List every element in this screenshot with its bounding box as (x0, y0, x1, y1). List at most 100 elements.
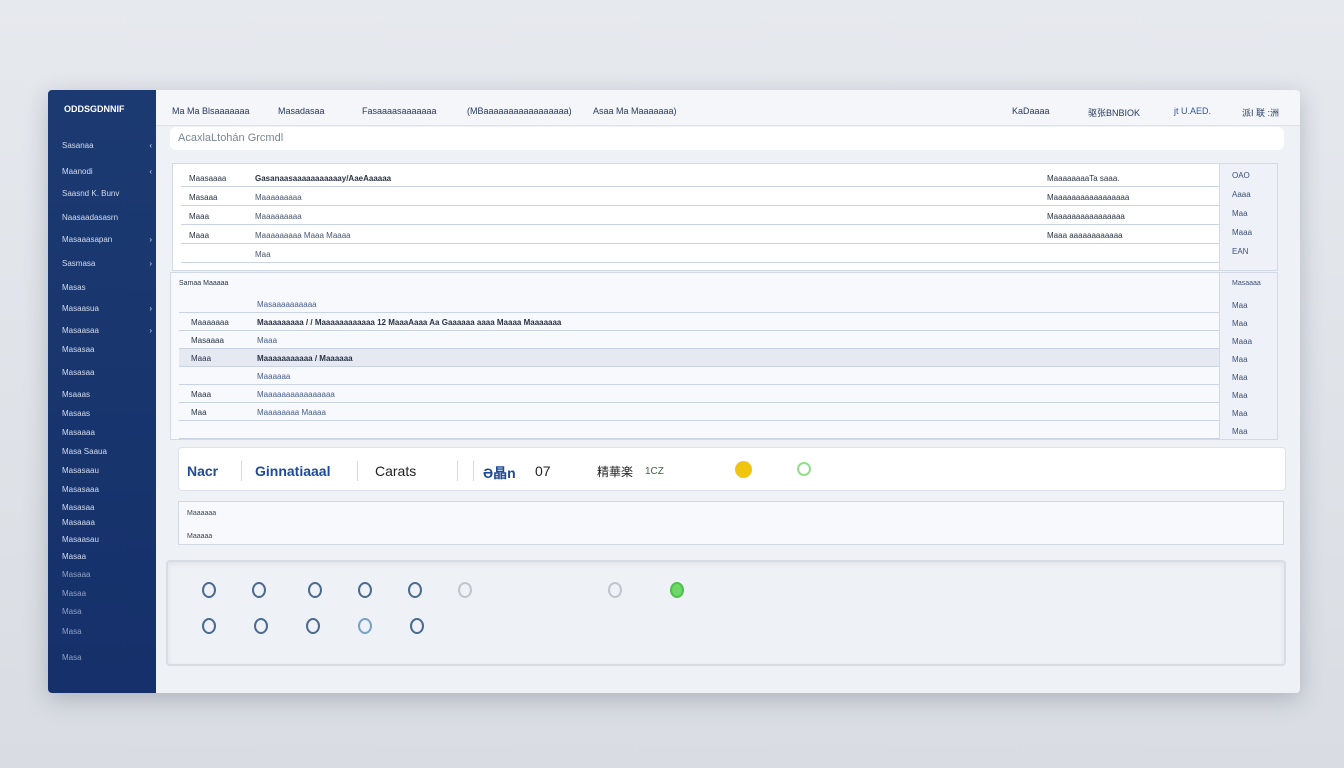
sidebar-item[interactable]: Maanodi ‹ (62, 167, 152, 176)
pin-icon[interactable] (608, 582, 622, 598)
sidebar-item[interactable]: Masa (62, 627, 152, 636)
cell-name: Masaaaa (191, 336, 224, 345)
sidebar-item[interactable]: Masa (62, 653, 152, 662)
sidebar-item[interactable]: Msaaas (62, 390, 152, 399)
table-row[interactable]: Masaaaa Maaa (179, 331, 1219, 349)
cell-value[interactable]: Maa (1232, 355, 1248, 364)
bug-icon[interactable] (308, 582, 322, 598)
sidebar-item[interactable]: Masasaau (62, 466, 152, 475)
nav-right-item[interactable]: jt U.AED. (1174, 106, 1212, 116)
sidebar-item[interactable]: Masasaa (62, 345, 152, 354)
leaf-icon[interactable] (358, 582, 372, 598)
status-green-icon[interactable] (797, 462, 811, 476)
toolbar-item[interactable]: 精華楽 (597, 465, 634, 479)
table-row[interactable]: Maaa Maaaaaaaaa Maaa Maaaa Maaa aaaaaaaaaa… (181, 226, 1219, 244)
cell-desc: Maaa (257, 336, 278, 345)
cell-value[interactable]: OAO (1232, 171, 1250, 180)
shield-icon[interactable] (458, 582, 472, 598)
toolbar-item[interactable]: Ə晶n (483, 465, 516, 481)
sidebar-item[interactable]: Masaa (62, 552, 152, 561)
cell-value[interactable]: Maa (1232, 409, 1248, 418)
cell-name: Maaa (191, 354, 212, 363)
table-row[interactable]: Maaa Maaaaaaaaaaaaaaaa (179, 385, 1219, 403)
sidebar-item[interactable]: Masasaa (62, 503, 152, 512)
table-row[interactable]: Masaaaaaaaaaa (179, 295, 1219, 313)
sidebar-item[interactable]: Naasaadasasrn (62, 213, 152, 222)
nav-right-item[interactable]: KaDaaaa (1012, 106, 1050, 116)
earth-icon[interactable] (408, 582, 422, 598)
nav-item[interactable]: Ma Ma Blsaaaaaaa (172, 106, 250, 116)
cell-value[interactable]: Maa (1232, 209, 1248, 218)
info-panel: Maaaaaa Maaaaa (178, 501, 1284, 545)
location-pin-icon[interactable] (202, 618, 216, 634)
sidebar-item[interactable]: Masa Saaua (62, 447, 152, 456)
chevron-icon: › (149, 259, 152, 268)
nav-right-item[interactable]: 驱张BNBIOK (1088, 108, 1141, 118)
sidebar-item[interactable]: Masaa (62, 589, 152, 598)
table-row[interactable]: Maaa Maaaaaaaaa Maaaaaaaaaaaaaaaa (181, 207, 1219, 225)
sidebar-item[interactable]: Sasanaa ‹ (62, 141, 152, 150)
sidebar-item[interactable]: Masaaasapan › (62, 235, 152, 244)
sidebar-item[interactable]: Saasnd K. Bunv (62, 189, 152, 198)
divider (241, 461, 242, 481)
cell-desc: Maaaaaaaaaaaaaaaa (257, 390, 335, 399)
nav-right-item[interactable]: 派I 联 :洲 (1242, 108, 1280, 118)
table-row[interactable]: Maasaaaa Gasanaasaaaaaaaaaaay/AaeAaaaaa Ma… (181, 169, 1219, 187)
toolbar-item[interactable]: 07 (535, 463, 551, 479)
toolbar-item[interactable]: 1CZ (645, 466, 664, 477)
nav-item[interactable]: Fasaaaasaaaaaaa (362, 106, 437, 116)
cell-value[interactable]: Maa (1232, 373, 1248, 382)
cell-value[interactable]: Aaaa (1232, 190, 1251, 199)
sidebar-item[interactable]: Masaaaa (62, 518, 152, 527)
spiral-icon[interactable] (254, 618, 268, 634)
tree-icon[interactable] (306, 618, 320, 634)
table-row[interactable]: Masaaa Maaaaaaaaa Maaaaaaaaaaaaaaaaa (181, 188, 1219, 206)
toolbar-item[interactable]: Carats (375, 463, 417, 479)
egg-icon[interactable] (252, 582, 266, 598)
toolbar-item[interactable]: Nacr (187, 463, 219, 479)
sidebar-item-label: Masas (62, 283, 86, 292)
toolbar-item[interactable]: Ginnatiaaal (255, 463, 331, 479)
sidebar-item[interactable]: Masaas (62, 409, 152, 418)
sidebar-item[interactable]: Masaasua › (62, 304, 152, 313)
cell-value[interactable]: Maaa (1232, 228, 1253, 237)
cell-name: Maa (191, 408, 207, 417)
cell-value[interactable]: Maa (1232, 391, 1248, 400)
sidebar-item[interactable]: Masaaaa (62, 428, 152, 437)
cell-desc: Maaaaaaaaa (255, 193, 302, 202)
nav-item[interactable]: (MBaaaaaaaaaaaaaaaaa) (467, 106, 572, 116)
table-row[interactable]: Maa Maaaaaaaa Maaaa (179, 403, 1219, 421)
sidebar-item[interactable]: Masasaaa (62, 485, 152, 494)
cell-value[interactable]: Maa (1232, 427, 1248, 436)
flower-icon[interactable] (358, 618, 372, 634)
cell-value[interactable]: Maaa (1232, 337, 1253, 346)
sidebar-item[interactable]: Masaasaa › (62, 326, 152, 335)
sidebar-item[interactable]: Masas (62, 283, 152, 292)
sidebar-item[interactable]: Masasaa (62, 368, 152, 377)
cell-value[interactable]: EAN (1232, 247, 1249, 256)
table-row[interactable]: Maaaaaaa Maaaaaaaaa / / Maaaaaaaaaaaa 12 … (179, 313, 1219, 331)
brand-logo: ODDSGDNNIF (64, 104, 125, 114)
nav-item[interactable]: Masadasaa (278, 106, 325, 116)
sidebar-item[interactable]: Sasmasa › (62, 259, 152, 268)
cell-value[interactable]: Maa (1232, 319, 1248, 328)
status-yellow-icon[interactable] (735, 461, 752, 478)
search-input[interactable]: AcaxlaLtohán Grcmdl (170, 127, 1284, 150)
globe-icon[interactable] (202, 582, 216, 598)
chevron-icon: › (149, 235, 152, 244)
nav-item[interactable]: Asaa Ma Maaaaaaa) (593, 106, 677, 116)
table-row[interactable]: Maa (181, 245, 1219, 263)
sidebar-item[interactable]: Masaaa (62, 570, 152, 579)
sidebar-item[interactable]: Masa (62, 607, 152, 616)
world-icon[interactable] (410, 618, 424, 634)
cell-value[interactable]: Maa (1232, 301, 1248, 310)
sidebar-item-label: Maanodi (62, 167, 93, 176)
check-circle-icon[interactable] (670, 582, 684, 598)
sidebar-item-label: Masasaau (62, 466, 99, 475)
table-row[interactable]: Maaa Maaaaaaaaaaa / Maaaaaa (179, 349, 1219, 367)
sidebar: ODDSGDNNIF Sasanaa ‹ Maanodi ‹ Saasnd K. Bun… (48, 90, 156, 693)
sidebar-item[interactable]: Masaasau (62, 535, 152, 544)
panel-line: Maaaaa (187, 533, 213, 540)
table-row[interactable] (179, 421, 1219, 439)
table-row[interactable]: Maaaaaa (179, 367, 1219, 385)
